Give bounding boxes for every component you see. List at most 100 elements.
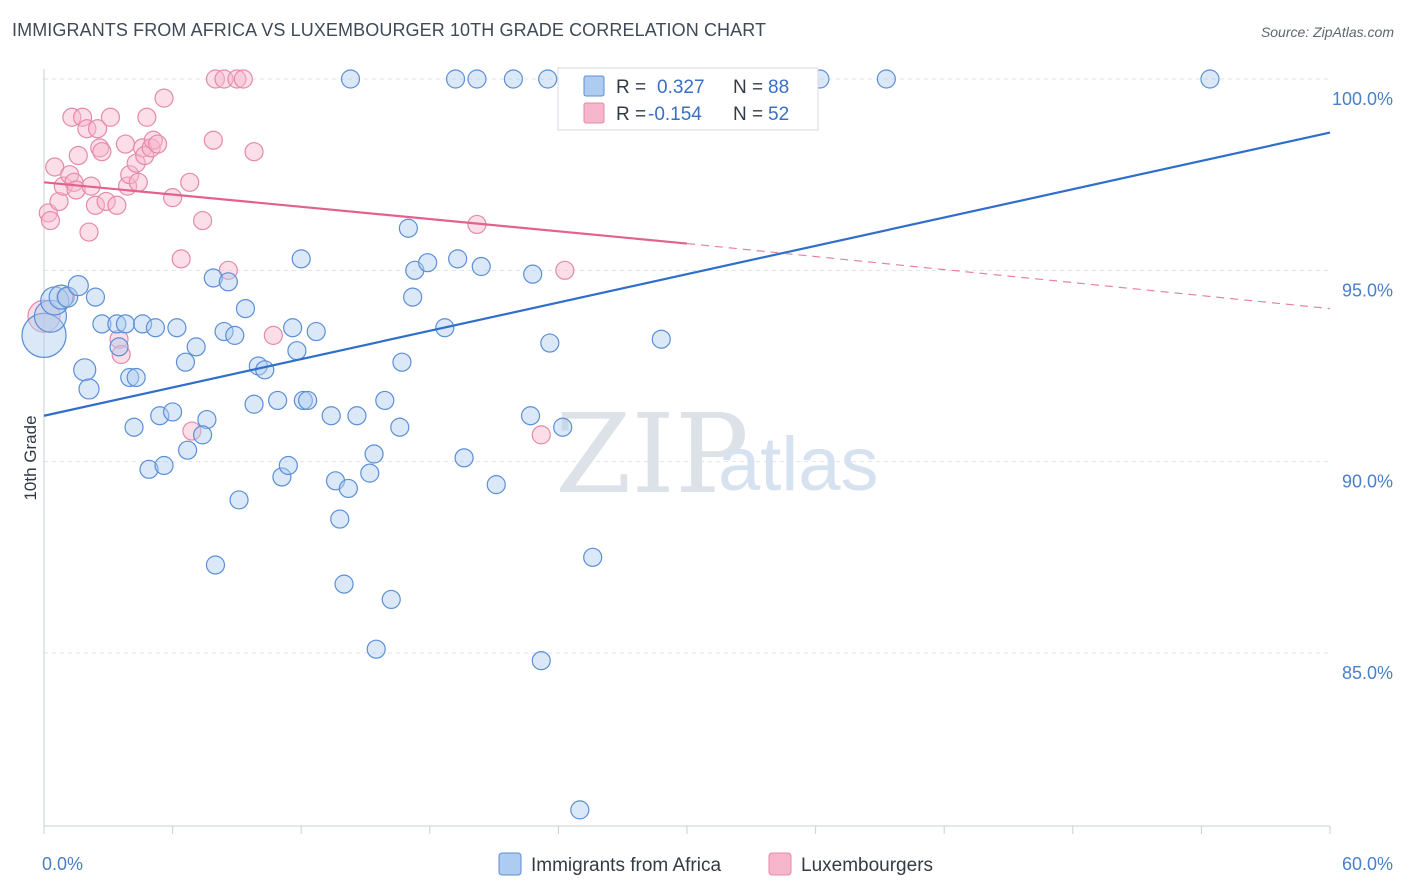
- africa-point-54: [366, 639, 386, 659]
- correlation-legend: R = 0.327 N = 88 R = -0.154 N = 52: [557, 67, 819, 131]
- africa-point-24: [178, 440, 198, 460]
- africa-point-12: [109, 337, 129, 357]
- africa-point-78: [445, 69, 466, 89]
- luxembourger-point-31: [135, 145, 155, 166]
- luxembourger-point-39: [180, 172, 200, 192]
- africa-point-7: [73, 358, 97, 382]
- luxembourger-point-46: [227, 69, 247, 89]
- africa-point-4: [56, 286, 79, 308]
- africa-point-48: [330, 509, 350, 529]
- africa-point-87: [291, 249, 311, 269]
- trendlines: [43, 131, 1331, 417]
- africa-point-57: [390, 417, 410, 437]
- africa-point-0: [21, 312, 67, 358]
- africa-point-41: [283, 318, 303, 338]
- africa-point-55: [375, 390, 395, 411]
- luxembourger-point-41: [193, 210, 213, 231]
- africa-point-13: [120, 367, 140, 388]
- luxembourger-point-12: [72, 107, 93, 127]
- africa-point-29: [218, 272, 238, 292]
- africa-point-73: [570, 800, 590, 820]
- luxembourger-point-25: [115, 134, 136, 154]
- luxembourger-point-13: [77, 119, 97, 139]
- africa-point-80: [503, 69, 523, 89]
- africa-point-51: [347, 406, 367, 426]
- africa-point-9: [92, 314, 112, 334]
- luxembourger-trendline: [43, 181, 688, 245]
- luxembourger-point-32: [137, 107, 157, 127]
- luxembourger-point-2: [40, 210, 61, 231]
- africa-point-35: [244, 394, 264, 414]
- africa-point-25: [186, 337, 206, 357]
- y-tick-labels: 85.0% 90.0% 95.0% 100.0%: [1332, 89, 1393, 683]
- africa-point-39: [272, 467, 292, 487]
- luxembourger-point-24: [111, 344, 131, 365]
- africa-point-65: [454, 448, 474, 468]
- africa-point-61: [403, 287, 423, 307]
- africa-point-45: [306, 321, 326, 342]
- africa-point-31: [225, 325, 245, 345]
- luxembourger-point-20: [96, 191, 116, 212]
- y-tick-label-0: 85.0%: [1342, 663, 1393, 683]
- africa-point-19: [150, 406, 170, 426]
- luxembourger-point-22: [107, 195, 127, 215]
- africa-point-75: [523, 264, 543, 284]
- legend-r-value-pink: -0.154: [648, 104, 702, 125]
- africa-point-74: [583, 547, 603, 567]
- luxembourger-point-51: [531, 425, 551, 445]
- luxembourgers-points: [27, 69, 575, 445]
- luxembourger-point-49: [263, 325, 283, 345]
- africa-point-44: [298, 390, 318, 411]
- africa-point-8: [78, 378, 100, 400]
- africa-points: [21, 69, 1220, 820]
- africa-point-20: [154, 455, 174, 476]
- luxembourger-point-5: [53, 176, 73, 196]
- watermark-atlas: atlas: [718, 422, 879, 507]
- africa-point-17: [124, 417, 144, 437]
- africa-point-38: [268, 390, 288, 411]
- africa-point-70: [540, 333, 560, 353]
- y-axis-title: 10th Grade: [21, 415, 40, 500]
- luxembourger-point-36: [154, 88, 174, 108]
- africa-point-52: [360, 463, 380, 483]
- africa-point-40: [278, 455, 298, 476]
- legend-n-label-blue: N =: [733, 77, 763, 98]
- africa-point-53: [364, 444, 384, 464]
- luxembourger-point-19: [92, 142, 112, 162]
- x-tick-max: 60.0%: [1342, 854, 1393, 874]
- africa-point-15: [145, 318, 166, 338]
- luxembourger-point-14: [79, 222, 99, 242]
- africa-point-21: [163, 402, 183, 422]
- legend-swatch-blue: [583, 75, 605, 97]
- luxembourger-point-17: [87, 119, 108, 139]
- bottom-legend-swatch-pink: [768, 852, 792, 876]
- luxembourger-point-42: [203, 130, 223, 150]
- legend-n-label-pink: N =: [733, 104, 763, 125]
- africa-point-86: [1200, 69, 1220, 89]
- gridlines: [44, 78, 1330, 654]
- luxembourger-point-47: [233, 69, 253, 89]
- luxembourger-point-52: [555, 260, 575, 280]
- legend-r-label-pink: R =: [616, 104, 646, 125]
- africa-point-34: [229, 490, 249, 510]
- luxembourger-point-37: [163, 188, 183, 208]
- legend-n-value-pink: 52: [768, 104, 789, 125]
- africa-point-16: [126, 367, 146, 388]
- africa-point-18: [139, 459, 159, 479]
- luxembourger-point-21: [100, 107, 121, 127]
- bottom-legend-label-africa: Immigrants from Africa: [531, 855, 721, 876]
- africa-point-76: [651, 329, 671, 349]
- africa-point-67: [486, 475, 506, 495]
- africa-point-71: [538, 69, 558, 89]
- africa-point-33: [205, 555, 226, 575]
- africa-point-23: [175, 352, 196, 372]
- luxembourger-point-3: [45, 157, 65, 177]
- luxembourger-point-8: [62, 107, 82, 127]
- africa-point-42: [287, 341, 307, 361]
- luxembourger-point-29: [128, 172, 148, 192]
- legend-r-label-blue: R =: [616, 77, 646, 98]
- africa-point-27: [193, 425, 213, 445]
- axes: [43, 69, 1331, 834]
- luxembourger-point-4: [49, 191, 69, 212]
- y-tick-label-2: 95.0%: [1342, 280, 1393, 300]
